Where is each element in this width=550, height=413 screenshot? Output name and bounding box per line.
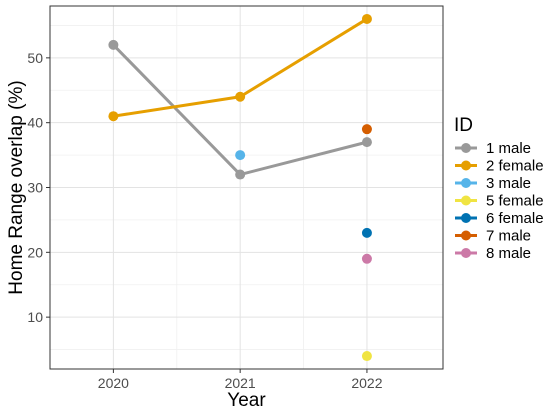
y-tick-label: 50 bbox=[27, 50, 43, 66]
series-points bbox=[108, 13, 372, 362]
legend-key-point-1-male bbox=[461, 143, 471, 153]
x-tick-label: 2022 bbox=[351, 375, 382, 391]
data-point-8-male bbox=[361, 253, 372, 264]
data-point-2-female bbox=[361, 13, 372, 24]
data-point-1-male bbox=[108, 39, 119, 50]
legend-key-point-6-female bbox=[461, 213, 471, 223]
legend-label-6-female: 6 female bbox=[486, 210, 544, 227]
legend-label-8-male: 8 male bbox=[486, 245, 531, 262]
data-point-1-male bbox=[235, 169, 246, 180]
legend-label-3-male: 3 male bbox=[486, 175, 531, 192]
data-point-6-female bbox=[361, 227, 372, 238]
legend-title: ID bbox=[454, 115, 473, 136]
axes: 10 20 30 40 50 2020 2021 2022 bbox=[27, 50, 382, 391]
data-point-2-female bbox=[235, 91, 246, 102]
legend-label-7-male: 7 male bbox=[486, 228, 531, 245]
y-tick-label: 20 bbox=[27, 244, 43, 260]
legend-label-5-female: 5 female bbox=[486, 193, 544, 210]
legend-key-point-5-female bbox=[461, 195, 471, 206]
x-tick-label: 2020 bbox=[98, 375, 129, 391]
data-point-7-male bbox=[361, 124, 372, 135]
data-point-1-male bbox=[361, 137, 372, 148]
data-point-2-female bbox=[108, 111, 119, 122]
y-tick-label: 30 bbox=[27, 180, 43, 196]
legend-key-point-8-male bbox=[461, 248, 471, 258]
data-point-5-female bbox=[361, 351, 372, 362]
y-axis-title: Home Range overlap (%) bbox=[6, 80, 27, 294]
legend-label-1-male: 1 male bbox=[486, 140, 531, 157]
y-tick-label: 40 bbox=[27, 115, 43, 131]
legend-key-point-2-female bbox=[461, 160, 471, 171]
y-tick-label: 10 bbox=[27, 309, 43, 325]
legend-label-2-female: 2 female bbox=[486, 158, 544, 175]
data-point-3-male bbox=[235, 150, 246, 161]
legend-key-point-7-male bbox=[461, 230, 471, 241]
legend-key-point-3-male bbox=[461, 178, 471, 188]
x-tick-label: 2021 bbox=[225, 375, 256, 391]
grid-lines bbox=[50, 6, 443, 369]
x-axis-title: Year bbox=[227, 390, 266, 411]
